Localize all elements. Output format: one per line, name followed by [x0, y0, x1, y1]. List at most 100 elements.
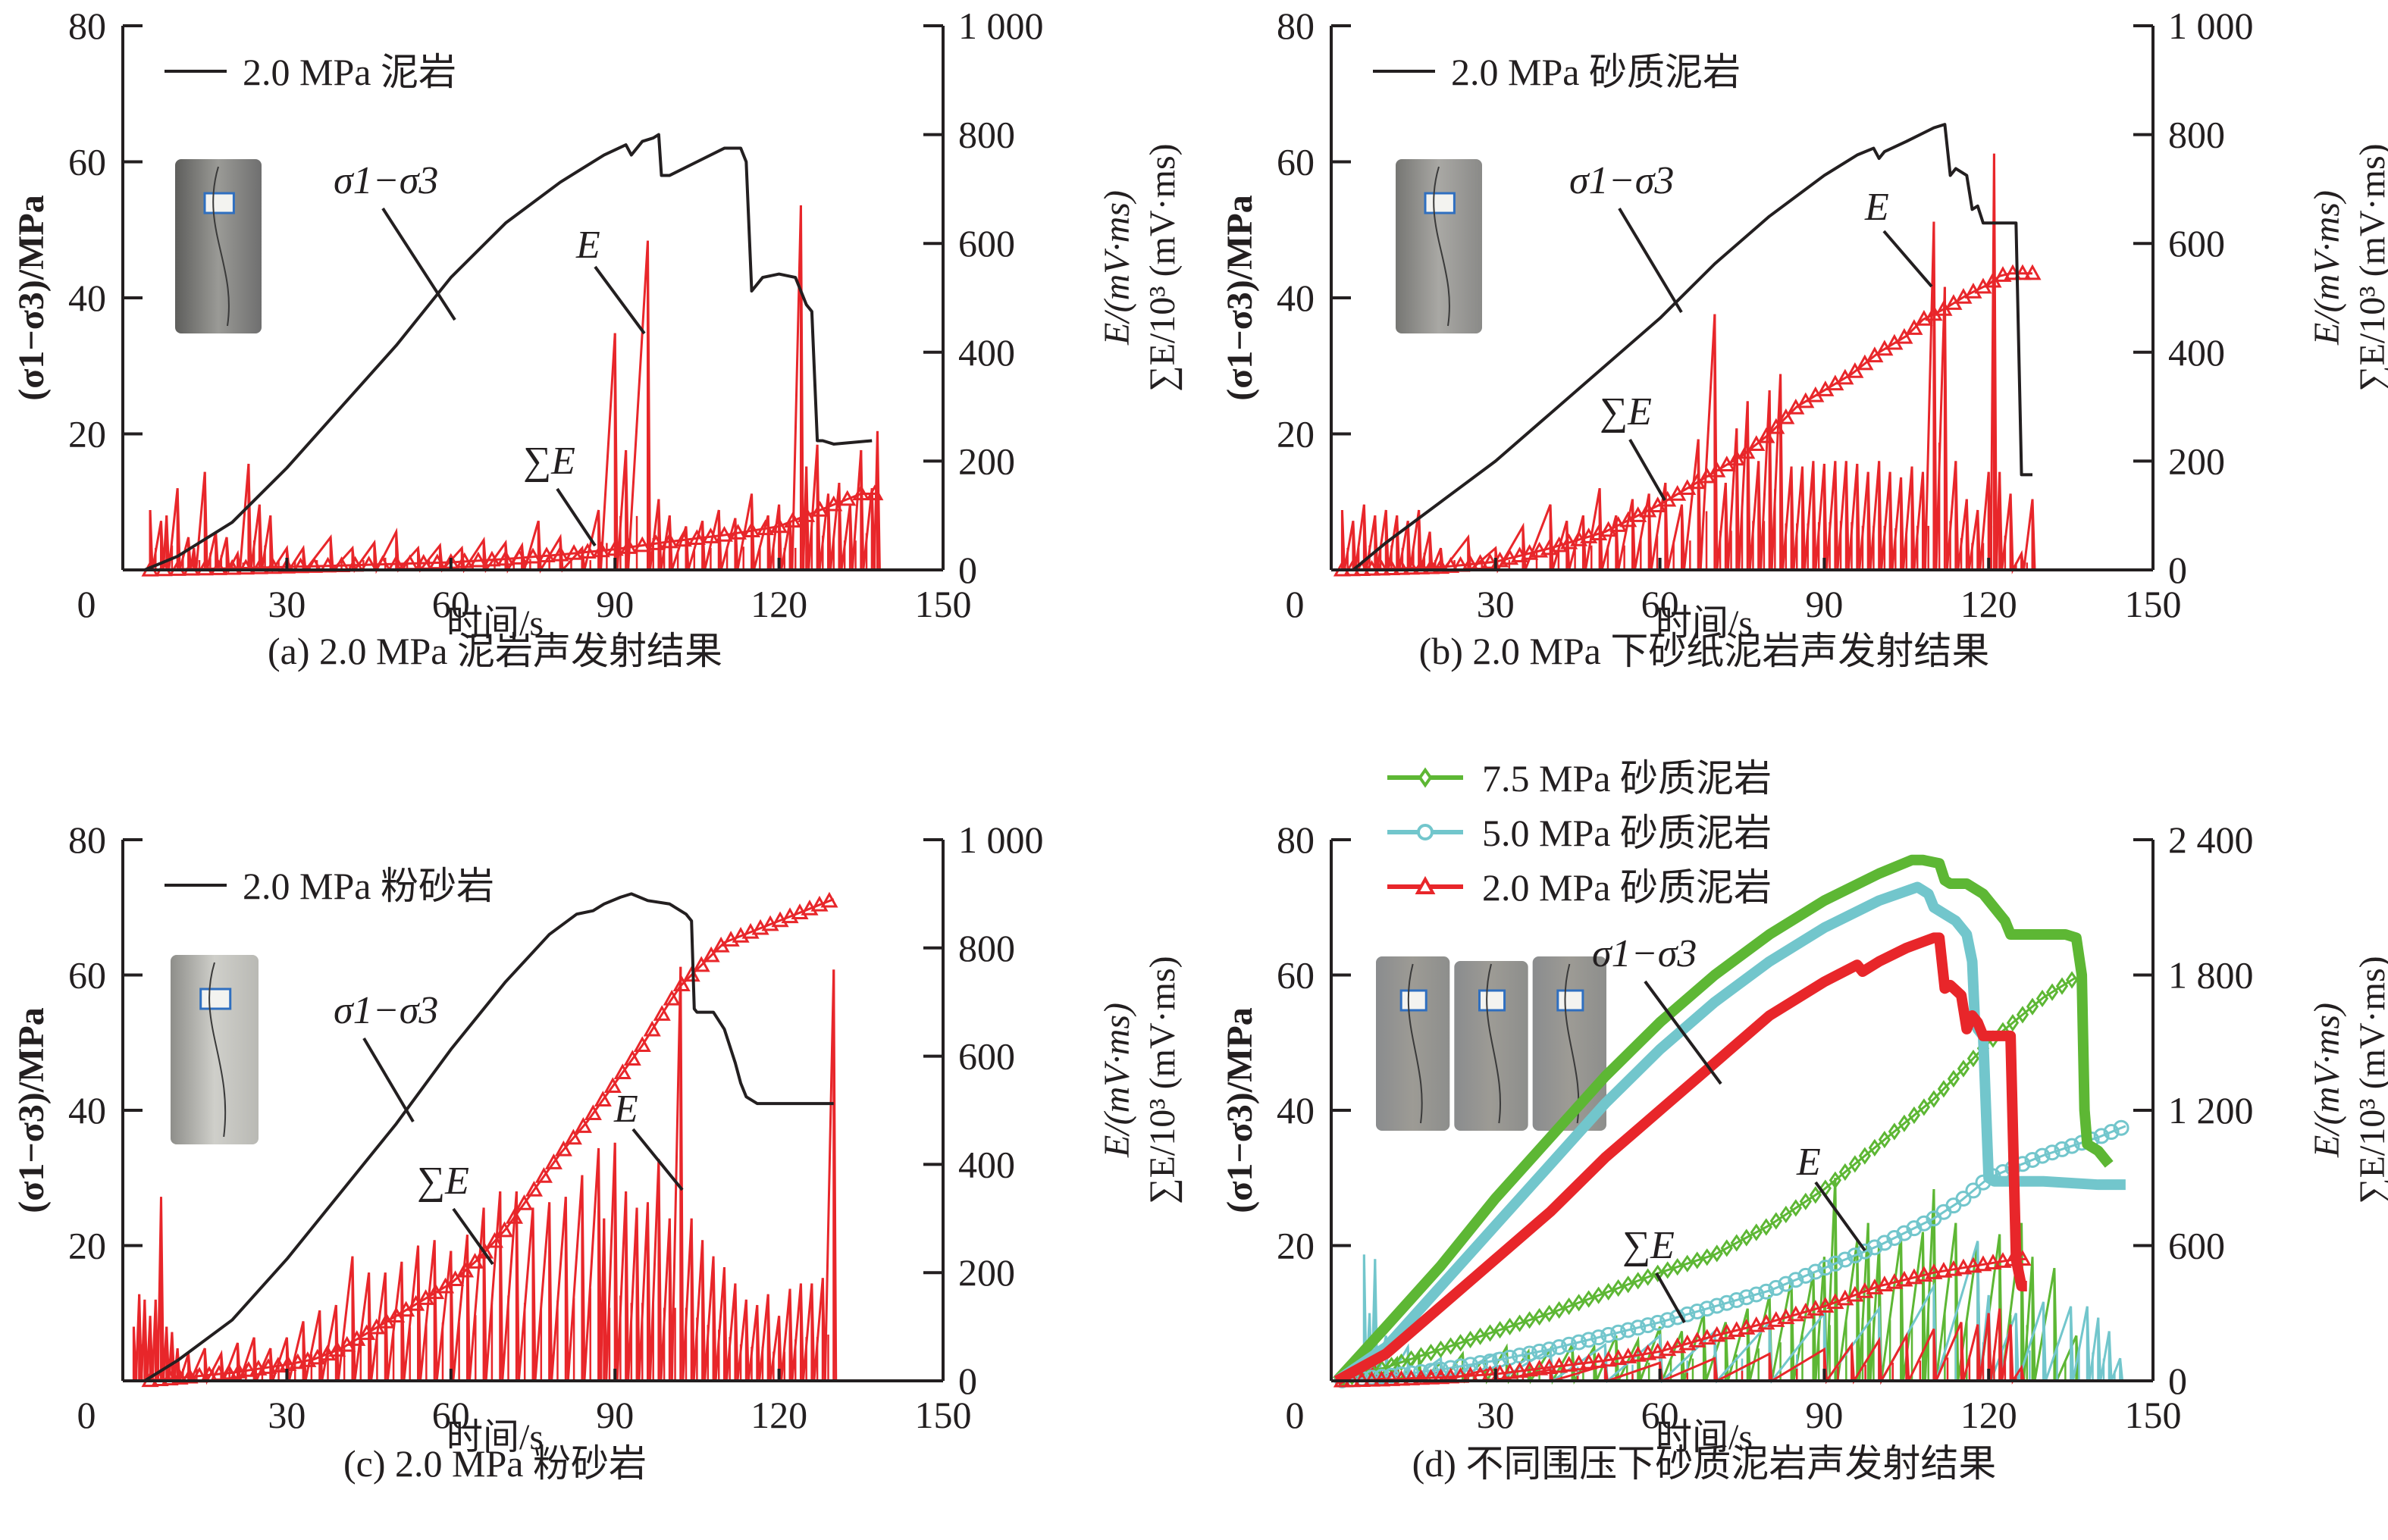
marker-diamond	[1533, 1307, 1546, 1326]
marker-circle	[1620, 1322, 1637, 1338]
marker-diamond	[1740, 1229, 1753, 1247]
marker-diamond	[1789, 1199, 1802, 1217]
marker-triangle	[1392, 1369, 1411, 1386]
marker-triangle	[1372, 559, 1391, 576]
marker-circle	[1955, 1191, 1972, 1207]
legend-label: 2.0 MPa 砂质泥岩	[1482, 866, 1772, 909]
x-axis-title: 时间/s	[1656, 1417, 1753, 1457]
marker-triangle	[1994, 1252, 2012, 1268]
fracture-line	[1433, 166, 1450, 327]
marker-triangle	[196, 559, 214, 576]
marker-triangle	[1431, 1368, 1450, 1385]
marker-triangle	[1392, 559, 1411, 575]
marker-triangle	[757, 519, 775, 536]
marker-triangle	[1708, 1326, 1726, 1342]
series-∑e	[1333, 264, 2042, 577]
marker-triangle	[592, 541, 610, 558]
marker-triangle	[1639, 1344, 1657, 1360]
marker-diamond	[1681, 1254, 1694, 1272]
marker-triangle	[1994, 266, 2012, 282]
y-tick-label-left: 20	[1277, 1225, 1315, 1267]
marker-diamond	[1760, 1218, 1772, 1236]
y-tick-label-right: 0	[958, 1360, 977, 1402]
marker-triangle	[663, 989, 681, 1006]
marker-triangle	[250, 558, 268, 574]
rock-core	[175, 159, 262, 333]
marker-triangle	[1688, 1332, 1706, 1348]
marker-circle	[1551, 1338, 1568, 1355]
marker-triangle	[223, 559, 241, 575]
marker-diamond	[1858, 1147, 1872, 1165]
marker-triangle	[2023, 264, 2042, 280]
panel-d: 0 30 60 90 120 150 20 40 60 80 0 600 1 200 1 800 2 400…	[1220, 757, 2388, 1485]
sample-label-tag	[199, 988, 232, 1010]
x-tick-label: 90	[1805, 583, 1843, 625]
marker-triangle	[161, 1369, 179, 1385]
x-tick-label: 90	[596, 1394, 634, 1436]
marker-circle	[1600, 1326, 1617, 1343]
marker-diamond	[1750, 1223, 1763, 1241]
specimen-photo	[1376, 956, 1606, 1131]
marker-diamond	[1651, 1264, 1664, 1282]
marker-circle	[2034, 1147, 2051, 1164]
marker-circle	[1521, 1345, 1538, 1362]
specimen-photo	[1396, 159, 1482, 333]
marker-triangle	[209, 559, 227, 575]
marker-triangle	[1609, 1349, 1628, 1366]
legend-label: 2.0 MPa 泥岩	[243, 51, 456, 93]
annotations: σ1−σ3 E ∑E	[1569, 159, 1933, 501]
sample-label-tag	[203, 192, 235, 214]
marker-circle	[1778, 1276, 1794, 1292]
y-axis-title-right-sum: ∑E/10³ (mV·ms)	[2352, 956, 2388, 1204]
y-tick-label-right: 800	[2168, 114, 2225, 156]
marker-triangle	[1757, 1313, 1775, 1330]
marker-diamond	[2055, 977, 2069, 995]
legend: 7.5 MPa 砂质泥岩 5.0 MPa 砂质泥岩 2.0 MPa 砂质泥岩	[1387, 757, 1772, 909]
x-tick-label: 30	[268, 583, 306, 625]
y-tick-label-left: 80	[1277, 819, 1315, 861]
marker-diamond	[1838, 1163, 1851, 1182]
marker-triangle	[456, 1261, 475, 1278]
marker-circle	[1571, 1334, 1587, 1351]
cumulative-energy-line	[1337, 272, 2033, 571]
marker-triangle	[1382, 1370, 1401, 1386]
y-tick-label-right: 600	[958, 1035, 1015, 1078]
x-tick-label: 0	[77, 583, 96, 625]
marker-triangle	[428, 553, 447, 570]
marker-diamond	[1966, 1049, 1980, 1068]
marker-diamond	[1710, 1244, 1723, 1263]
marker-diamond	[1553, 1301, 1565, 1319]
y-tick-label-left: 80	[68, 819, 106, 861]
specimen-photo	[175, 159, 262, 333]
marker-diamond	[1434, 1340, 1447, 1358]
marker-triangle	[1540, 539, 1559, 556]
marker-circle	[1758, 1283, 1775, 1300]
y-tick-label-right: 600	[958, 222, 1015, 264]
marker-triangle	[544, 1153, 563, 1169]
marker-circle	[2044, 1144, 2061, 1161]
marker-triangle	[1550, 1357, 1568, 1373]
y-tick-label-left: 60	[1277, 141, 1315, 183]
marker-triangle	[277, 557, 296, 574]
y-tick-label-right: 200	[958, 1251, 1015, 1294]
marker-triangle	[151, 1370, 169, 1387]
x-tick-label: 150	[915, 583, 972, 625]
annotation-leader	[452, 1207, 494, 1266]
marker-triangle	[1619, 1348, 1637, 1363]
annotation-leader	[1814, 1181, 1866, 1252]
marker-triangle	[1895, 1270, 1913, 1287]
marker-triangle	[584, 1104, 602, 1120]
marker-circle	[1462, 1357, 1479, 1373]
y-tick-label-right: 1 000	[958, 5, 1044, 47]
marker-circle	[1699, 1301, 1716, 1317]
marker-diamond	[1848, 1155, 1862, 1173]
marker-diamond	[1799, 1192, 1812, 1210]
fracture-line	[212, 166, 230, 327]
rock-core	[1396, 159, 1482, 333]
marker-triangle	[1747, 1316, 1766, 1332]
marker-triangle	[465, 1253, 484, 1269]
marker-triangle	[1531, 541, 1549, 558]
marker-circle	[1748, 1286, 1765, 1303]
marker-diamond	[1878, 1131, 1891, 1149]
